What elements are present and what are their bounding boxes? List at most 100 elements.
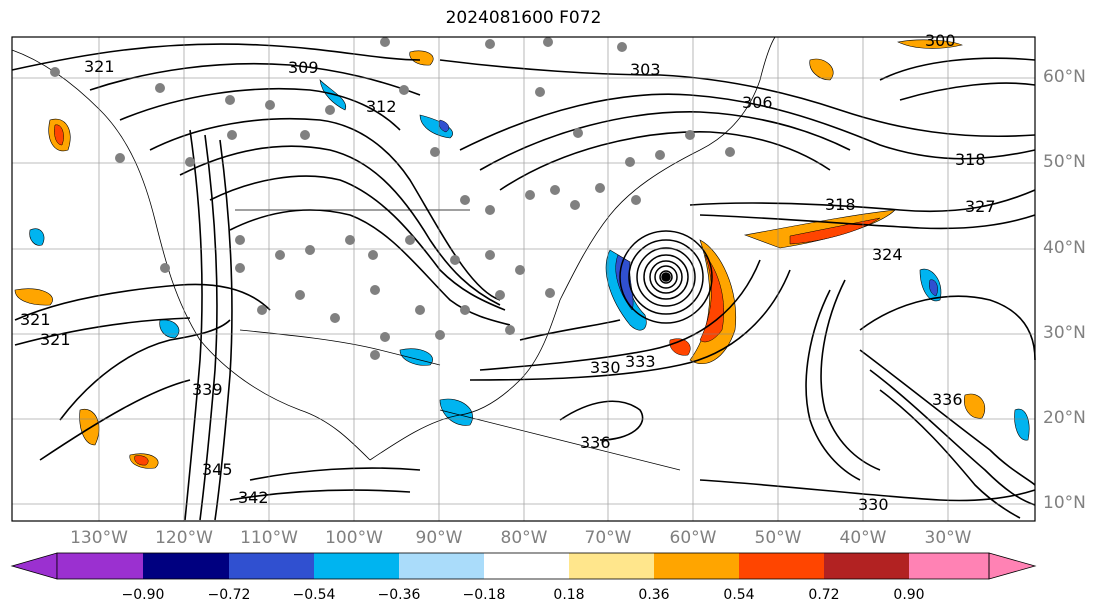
colorbar-swatch — [569, 553, 654, 579]
contour-label: 330 — [858, 495, 889, 514]
hurricane-contour — [649, 260, 683, 294]
contour-line — [229, 489, 411, 501]
contour-label: 300 — [925, 31, 956, 50]
contour-line — [249, 467, 421, 481]
warm-patch — [409, 50, 434, 66]
contour-line — [11, 43, 421, 71]
contour-line — [469, 269, 791, 381]
colorbar — [10, 552, 1037, 580]
contour-label: 336 — [932, 390, 963, 409]
gridlines — [12, 37, 1035, 521]
contour-line — [869, 369, 1036, 506]
lon-label: 60°W — [669, 528, 717, 548]
contour-line — [805, 289, 861, 481]
lon-label: 30°W — [924, 528, 972, 548]
colorbar-tick-label: 0.90 — [893, 587, 925, 603]
lon-label: 90°W — [415, 528, 463, 548]
hurricane-contour — [619, 230, 713, 324]
colorbar-swatch — [57, 553, 143, 579]
contour-line — [899, 82, 1036, 101]
contour-line — [119, 87, 401, 131]
cool-patch — [419, 114, 453, 139]
lon-label: 40°W — [839, 528, 887, 548]
cool-patch — [29, 228, 45, 246]
contour-line — [859, 349, 1036, 486]
contour-line — [14, 283, 271, 321]
colorbar-swatch — [143, 553, 229, 579]
contour-label: 303 — [630, 60, 661, 79]
hurricane-contour — [636, 247, 696, 307]
contour-line — [519, 319, 621, 341]
contour-label: 312 — [366, 97, 397, 116]
contour-label: 321 — [40, 330, 71, 349]
hurricane-contour — [654, 265, 678, 289]
contour-line — [499, 131, 831, 191]
lon-label: 50°W — [754, 528, 802, 548]
contour-label: 336 — [580, 433, 611, 452]
contour-label: 318 — [955, 150, 986, 169]
contour-line — [59, 319, 231, 421]
contour-line — [699, 479, 1036, 502]
lon-label: 70°W — [584, 528, 632, 548]
cool-patch — [159, 319, 180, 339]
contour-line — [879, 57, 1036, 81]
colorbar-tick-label: 0.18 — [553, 587, 585, 603]
contour-line — [699, 214, 1036, 230]
colorbar-tick-label: −0.90 — [121, 587, 165, 603]
contour-line — [89, 62, 421, 96]
hurricane-center — [619, 230, 713, 324]
colorbar-tick-label: −0.54 — [292, 587, 336, 603]
contour-label: 309 — [288, 58, 319, 77]
colorbar-extend-high — [988, 552, 1037, 580]
colorbar-extend-low — [10, 552, 58, 580]
map-frame — [11, 36, 1036, 522]
map-background — [12, 37, 1035, 521]
contour-label: 321 — [20, 310, 51, 329]
contour-line — [459, 93, 1036, 160]
contour-line — [859, 295, 1036, 361]
contour-labels: 321 309 303 300 306 312 318 321 324 327 … — [20, 31, 996, 514]
map-title: 2024081600 F072 — [445, 8, 602, 28]
colorbar-tick-label: −0.72 — [207, 587, 251, 603]
contour-line — [229, 209, 511, 326]
colorbar-tick-label: 0.72 — [808, 587, 840, 603]
contour-label: 330 — [590, 358, 621, 377]
contour-line — [879, 389, 1021, 519]
cool-core — [929, 279, 938, 297]
colorbar-swatch — [484, 553, 569, 579]
warm-patch — [809, 58, 834, 81]
hurricane-contour — [643, 254, 689, 300]
colorbar-outline — [56, 552, 990, 580]
lon-label: 110°W — [240, 528, 298, 548]
contour-label: 342 — [238, 488, 269, 507]
warm-core — [699, 254, 725, 343]
lon-label: 80°W — [500, 528, 548, 548]
lat-label: 40°N — [1043, 238, 1086, 258]
contour-label: 333 — [625, 352, 656, 371]
contour-label: 345 — [202, 460, 233, 479]
contour-line — [39, 379, 191, 461]
theta-contours — [11, 43, 1036, 521]
colorbar-swatch — [229, 553, 314, 579]
lat-label: 60°N — [1043, 67, 1086, 87]
lon-label: 120°W — [155, 528, 213, 548]
colorbar-swatch — [739, 553, 824, 579]
colorbar-swatch — [654, 553, 739, 579]
coastline — [699, 36, 776, 151]
colorbar-swatch — [824, 553, 909, 579]
warm-core — [54, 124, 64, 146]
contour-line — [184, 129, 203, 521]
contour-line — [439, 59, 1036, 138]
contour-line — [199, 134, 218, 521]
contour-line — [820, 279, 881, 471]
warm-patch — [79, 408, 100, 446]
hurricane-contour — [628, 239, 704, 315]
colorbar-tick-label: −0.36 — [377, 587, 421, 603]
lat-label: 50°N — [1043, 152, 1086, 172]
contour-line — [179, 145, 501, 306]
contour-label: 324 — [872, 245, 903, 264]
hurricane-eye — [661, 272, 671, 282]
colorbar-swatch — [399, 553, 484, 579]
warm-patch — [897, 39, 963, 49]
